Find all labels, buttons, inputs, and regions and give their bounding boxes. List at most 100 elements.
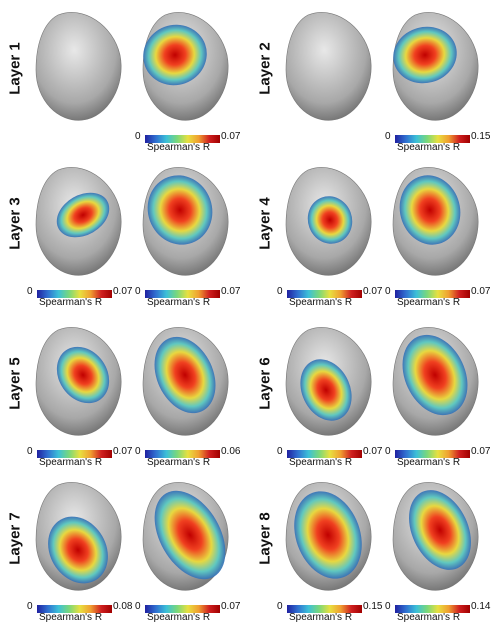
colorbar-min: 0 — [135, 131, 141, 142]
cortex-surface — [285, 482, 372, 591]
colorbar-min: 0 — [277, 446, 283, 457]
colorbar-min: 0 — [385, 446, 391, 457]
activation-map — [147, 175, 213, 245]
colorbar-title: Spearman's R — [397, 297, 461, 308]
colorbar-max: 0.08 — [113, 601, 133, 612]
colorbar-title: Spearman's R — [397, 457, 461, 468]
colorbar: 0 0.06 Spearman's R — [133, 446, 241, 470]
layer-label: Layer 5 — [6, 357, 24, 410]
colorbar-gradient — [395, 605, 470, 613]
colorbar-title: Spearman's R — [289, 457, 353, 468]
colorbar-gradient — [37, 290, 112, 298]
colorbar-max: 0.07 — [221, 286, 241, 297]
layer-label: Layer 7 — [6, 512, 24, 565]
cortex-surface — [392, 12, 479, 121]
cortex-surface — [35, 482, 122, 591]
activation-map — [294, 491, 362, 579]
colorbar-min: 0 — [385, 601, 391, 612]
cortex-surface — [285, 327, 372, 436]
hemisphere-shape — [285, 12, 372, 121]
colorbar-gradient — [287, 290, 362, 298]
colorbar: 0 0.15 Spearman's R — [383, 131, 491, 155]
activation-map — [300, 359, 352, 421]
cortex-surface — [285, 12, 372, 121]
colorbar-min: 0 — [135, 286, 141, 297]
activation-map — [56, 192, 110, 238]
layer-label: Layer 2 — [256, 42, 274, 95]
layer-label: Layer 3 — [6, 197, 24, 250]
colorbar-title: Spearman's R — [397, 612, 461, 623]
colorbar: 0 0.07 Spearman's R — [25, 286, 132, 310]
colorbar-min: 0 — [385, 286, 391, 297]
colorbar-min: 0 — [27, 446, 33, 457]
colorbar: 0 0.07 Spearman's R — [383, 446, 491, 470]
colorbar-min: 0 — [277, 601, 283, 612]
colorbar-max: 0.14 — [471, 601, 491, 612]
colorbar-min: 0 — [135, 601, 141, 612]
colorbar-gradient — [145, 290, 220, 298]
colorbar-title: Spearman's R — [39, 457, 103, 468]
colorbar-max: 0.15 — [363, 601, 383, 612]
cortex-surface — [285, 167, 372, 276]
colorbar-gradient — [287, 450, 362, 458]
colorbar-gradient — [395, 135, 470, 143]
colorbar: 0 0.15 Spearman's R — [275, 601, 383, 625]
cortex-surface — [142, 12, 229, 121]
cortex-surface — [35, 327, 122, 436]
colorbar-title: Spearman's R — [289, 297, 353, 308]
activation-map — [399, 175, 461, 245]
colorbar-gradient — [395, 450, 470, 458]
layer-label: Layer 8 — [256, 512, 274, 565]
colorbar-max: 0.07 — [221, 131, 241, 142]
activation-map — [56, 346, 110, 404]
colorbar-max: 0.07 — [471, 286, 491, 297]
colorbar: 0 0.07 Spearman's R — [133, 601, 241, 625]
colorbar-gradient — [37, 450, 112, 458]
cortex-surface — [142, 167, 229, 276]
colorbar-max: 0.07 — [221, 601, 241, 612]
colorbar-title: Spearman's R — [397, 142, 461, 153]
activation-map — [143, 24, 207, 86]
colorbar-gradient — [37, 605, 112, 613]
cortex-surface — [392, 327, 479, 436]
activation-map — [409, 490, 471, 570]
colorbar-title: Spearman's R — [147, 297, 211, 308]
colorbar: 0 0.14 Spearman's R — [383, 601, 491, 625]
colorbar-min: 0 — [27, 286, 33, 297]
activation-map — [154, 490, 226, 580]
colorbar-max: 0.15 — [471, 131, 491, 142]
colorbar-title: Spearman's R — [39, 297, 103, 308]
colorbar-min: 0 — [27, 601, 33, 612]
colorbar: 0 0.07 Spearman's R — [25, 446, 132, 470]
colorbar: 0 0.07 Spearman's R — [383, 286, 491, 310]
colorbar: 0 0.07 Spearman's R — [275, 286, 383, 310]
colorbar-max: 0.07 — [363, 286, 383, 297]
activation-map — [154, 336, 216, 414]
activation-map — [402, 334, 468, 416]
activation-map — [393, 26, 457, 84]
layer-label: Layer 4 — [256, 197, 274, 250]
colorbar: 0 0.07 Spearman's R — [133, 286, 241, 310]
colorbar-title: Spearman's R — [147, 612, 211, 623]
cortex-surface — [142, 482, 229, 591]
activation-map — [48, 516, 108, 584]
colorbar: 0 0.07 Spearman's R — [133, 131, 241, 155]
colorbar-min: 0 — [135, 446, 141, 457]
cortex-surface — [392, 167, 479, 276]
colorbar-title: Spearman's R — [147, 457, 211, 468]
activation-map — [307, 196, 353, 244]
colorbar: 0 0.07 Spearman's R — [275, 446, 382, 470]
hemisphere-shape — [35, 12, 122, 121]
layer-label: Layer 1 — [6, 42, 24, 95]
colorbar-max: 0.07 — [471, 446, 491, 457]
colorbar-gradient — [395, 290, 470, 298]
colorbar-gradient — [145, 605, 220, 613]
colorbar: 0 0.08 Spearman's R — [25, 601, 133, 625]
cortex-surface — [35, 12, 122, 121]
colorbar-title: Spearman's R — [289, 612, 353, 623]
colorbar-title: Spearman's R — [39, 612, 103, 623]
colorbar-max: 0.06 — [221, 446, 241, 457]
colorbar-min: 0 — [277, 286, 283, 297]
colorbar-gradient — [287, 605, 362, 613]
colorbar-gradient — [145, 135, 220, 143]
